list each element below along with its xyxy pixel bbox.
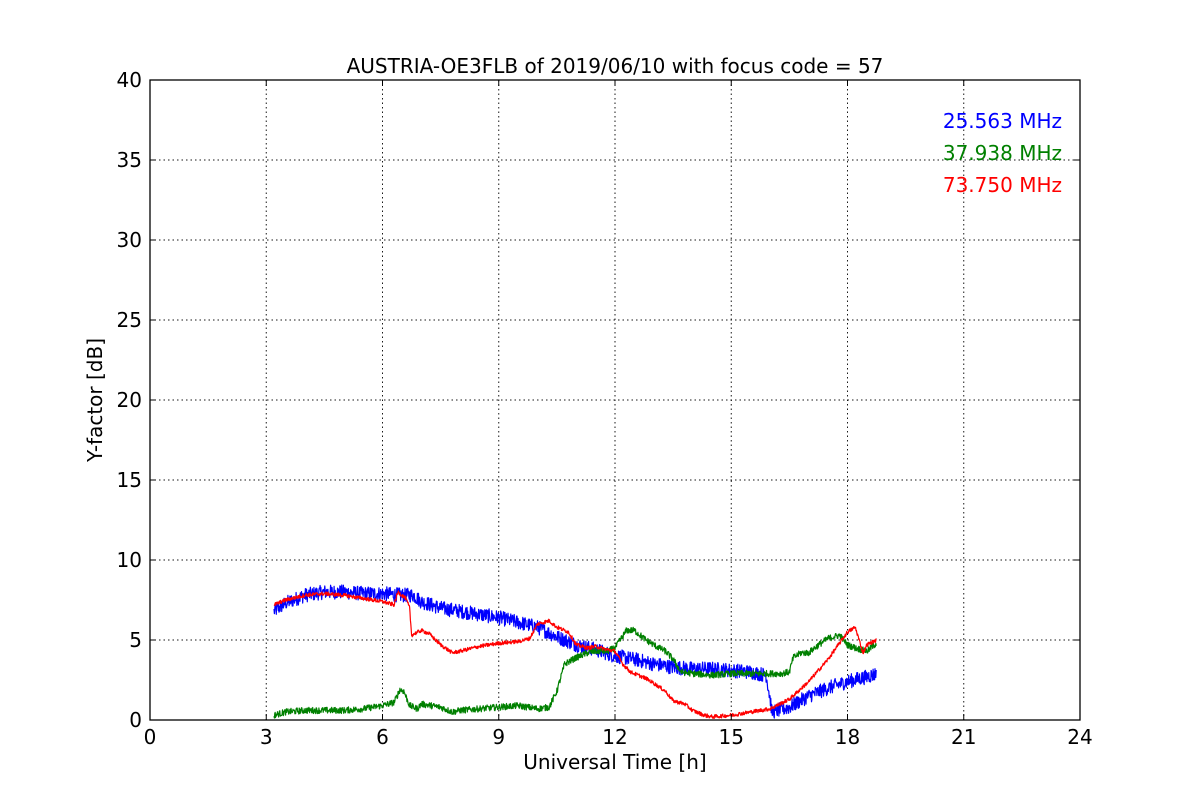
- legend-entry: 37.938 MHz: [943, 141, 1062, 165]
- y-tick-label: 0: [129, 708, 142, 732]
- x-tick-label: 3: [260, 725, 273, 749]
- x-tick-label: 9: [492, 725, 505, 749]
- legend-entry: 73.750 MHz: [943, 173, 1062, 197]
- y-tick-label: 10: [117, 548, 142, 572]
- series-layer: [273, 584, 877, 720]
- y-tick-label: 15: [117, 468, 142, 492]
- series-line-2: [273, 626, 877, 719]
- y-axis-label: Y-factor [dB]: [83, 338, 107, 463]
- x-axis-label: Universal Time [h]: [523, 750, 706, 774]
- x-tick-label: 6: [376, 725, 389, 749]
- y-tick-label: 30: [117, 228, 142, 252]
- chart-title: AUSTRIA-OE3FLB of 2019/06/10 with focus …: [347, 54, 884, 78]
- y-tick-label: 20: [117, 388, 142, 412]
- legend: 25.563 MHz 37.938 MHz 73.750 MHz: [943, 109, 1062, 197]
- y-tick-label: 25: [117, 308, 142, 332]
- series-line-3: [273, 590, 877, 720]
- x-tick-label: 12: [602, 725, 627, 749]
- x-tick-label: 18: [835, 725, 860, 749]
- x-tick-label: 21: [951, 725, 976, 749]
- y-tick-label: 5: [129, 628, 142, 652]
- grid-lines: [149, 79, 1081, 721]
- x-tick-label: 24: [1067, 725, 1092, 749]
- x-tick-label: 15: [719, 725, 744, 749]
- x-tick-label: 0: [144, 725, 157, 749]
- x-tick-labels: 0 3 6 9 12 15 18 21 24: [144, 725, 1093, 749]
- axis-ticks: [149, 79, 1081, 721]
- y-tick-labels: 0 5 10 15 20 25 30 35 40: [117, 68, 142, 732]
- legend-entry: 25.563 MHz: [943, 109, 1062, 133]
- y-tick-label: 40: [117, 68, 142, 92]
- y-tick-label: 35: [117, 148, 142, 172]
- series-line-1: [273, 584, 877, 719]
